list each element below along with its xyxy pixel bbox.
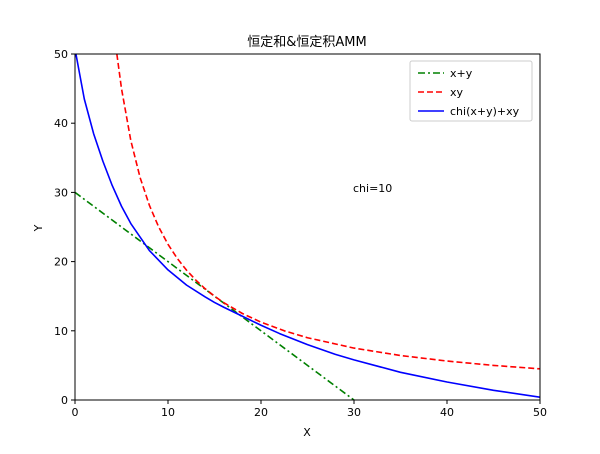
x-tick-label: 30: [347, 406, 361, 419]
x-tick-label: 50: [533, 406, 547, 419]
y-tick-label: 10: [54, 325, 68, 338]
legend-box: [409, 60, 533, 122]
series-line-2: [75, 54, 540, 399]
x-tick-label: 20: [254, 406, 268, 419]
x-axis-label: X: [303, 426, 311, 439]
y-tick-label: 40: [54, 117, 68, 130]
y-tick-label: 50: [54, 48, 68, 61]
y-tick-label: 20: [54, 256, 68, 269]
x-tick-label: 40: [440, 406, 454, 419]
legend: x+y xy chi(x+y)+xy: [409, 60, 533, 122]
plot-frame: [74, 53, 541, 401]
legend-label-0: x+y: [450, 67, 473, 80]
y-tick-label: 0: [61, 394, 68, 407]
y-tick-label: 30: [54, 186, 68, 199]
y-axis-label: Y: [32, 224, 45, 232]
plot-marks: 0 10 20 30 40 50 0 10 20 30 40 50 x+y xy chi(x+y)+xy: [54, 48, 547, 419]
x-tick-label: 10: [161, 406, 175, 419]
series-line-0: [75, 191, 355, 400]
chart-title: 恒定和&恒定积AMM: [247, 35, 366, 50]
x-tick-label: 0: [72, 406, 79, 419]
series-line-1: [116, 54, 540, 370]
legend-label-1: xy: [450, 86, 464, 99]
legend-label-2: chi(x+y)+xy: [450, 105, 520, 118]
chi-annotation: chi=10: [353, 182, 392, 195]
